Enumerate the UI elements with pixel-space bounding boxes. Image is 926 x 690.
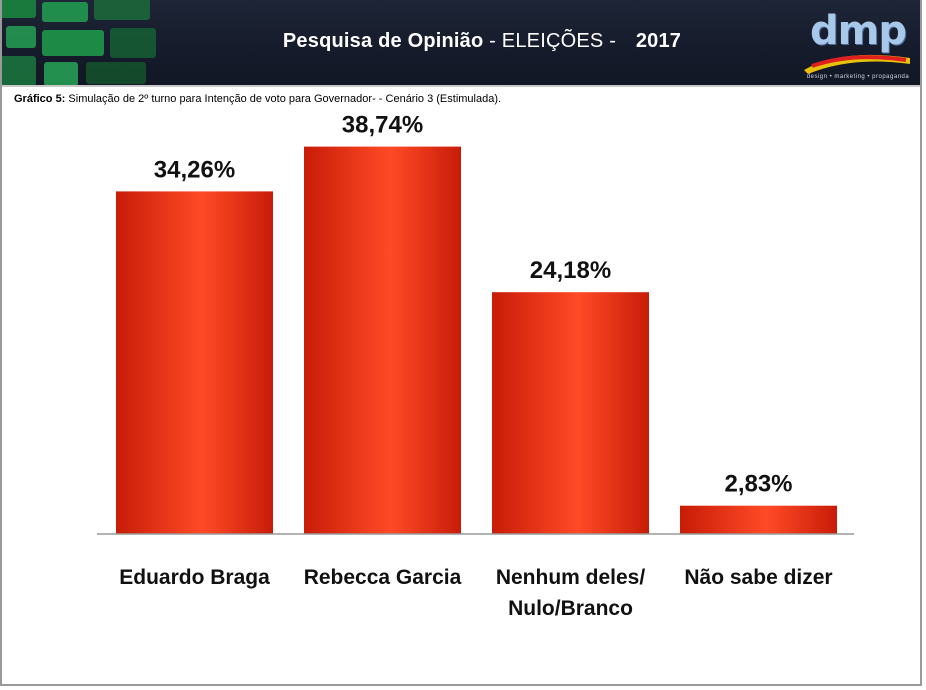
title-year: 2017	[635, 30, 682, 52]
header-banner: Pesquisa de Opinião - ELEIÇÕES - 2017 dm…	[2, 0, 920, 87]
chart-caption: Gráfico 5: Simulação de 2º turno para In…	[14, 93, 501, 105]
dmp-logo: dmp design • marketing • propaganda	[802, 8, 914, 84]
title-section: - ELEIÇÕES -	[483, 30, 622, 52]
value-label-3: 2,83%	[724, 471, 792, 498]
bar-0	[116, 191, 273, 534]
category-label-2-0: Nenhum deles/	[496, 566, 646, 589]
caption-label: Gráfico 5:	[14, 93, 66, 105]
category-label-2-1: Nulo/Branco	[508, 597, 633, 620]
bar-1	[304, 146, 461, 534]
bar-3	[680, 505, 837, 534]
logo-text: dmp	[810, 8, 907, 54]
title-main: Pesquisa de Opinião	[282, 30, 484, 52]
bar-2	[492, 292, 649, 534]
logo-swoosh-icon	[804, 54, 910, 74]
caption-text: Simulação de 2º turno para Intenção de v…	[65, 93, 502, 105]
category-label-0: Eduardo Braga	[119, 566, 270, 589]
page-title: Pesquisa de Opinião - ELEIÇÕES - 2017	[2, 30, 902, 53]
logo-tagline: design • marketing • propaganda	[806, 74, 910, 80]
value-label-1: 38,74%	[342, 112, 423, 139]
decorative-tiles	[2, 0, 162, 85]
value-label-2: 24,18%	[530, 257, 611, 284]
category-label-1: Rebecca Garcia	[304, 566, 462, 589]
value-label-0: 34,26%	[154, 156, 235, 183]
category-label-3: Não sabe dizer	[684, 566, 832, 589]
